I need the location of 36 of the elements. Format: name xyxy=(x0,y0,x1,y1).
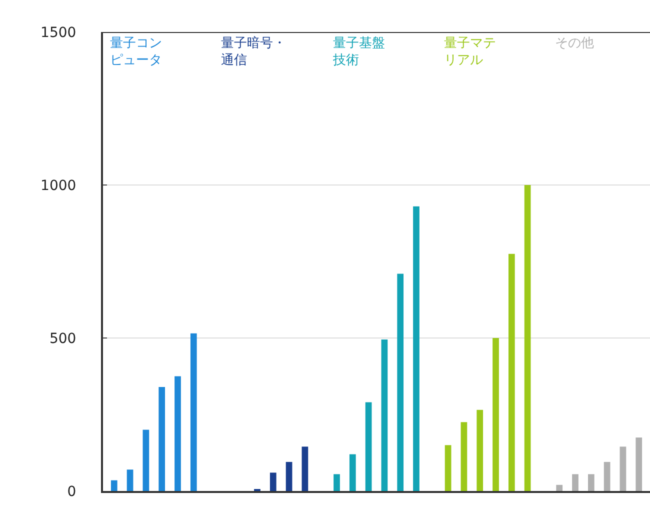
bar xyxy=(604,462,610,491)
bar xyxy=(588,474,594,491)
bar xyxy=(286,462,292,491)
bar xyxy=(365,402,372,491)
bar xyxy=(620,446,626,491)
text: 量子基盤技術 xyxy=(332,36,385,68)
text: その他 xyxy=(555,36,594,51)
y-tick-label: 0 xyxy=(67,484,76,500)
bar xyxy=(110,480,118,491)
y-tick-label: 500 xyxy=(49,330,76,347)
bar xyxy=(572,474,578,491)
bar xyxy=(190,333,197,491)
bar xyxy=(476,410,484,491)
text: 量子暗号・通信 xyxy=(221,36,286,68)
bar xyxy=(556,484,563,491)
bar xyxy=(524,185,531,491)
y-tick-label: 1000 xyxy=(40,178,76,194)
bar xyxy=(508,254,515,491)
text: 量子コンピュータ xyxy=(110,36,162,68)
bar xyxy=(413,206,420,491)
bar xyxy=(334,474,340,491)
bar xyxy=(270,472,276,491)
bar xyxy=(460,422,468,491)
bar xyxy=(397,274,404,491)
y-tick-label: 1500 xyxy=(40,24,76,41)
bar xyxy=(636,437,642,491)
bar xyxy=(126,470,134,491)
text: 量子マテリアル xyxy=(444,36,496,68)
bar xyxy=(444,445,452,491)
bar xyxy=(142,430,150,491)
bar xyxy=(174,376,181,491)
bar xyxy=(492,338,499,491)
bar xyxy=(381,340,388,491)
bar xyxy=(302,446,308,491)
bar xyxy=(158,386,166,491)
bar xyxy=(349,454,356,491)
